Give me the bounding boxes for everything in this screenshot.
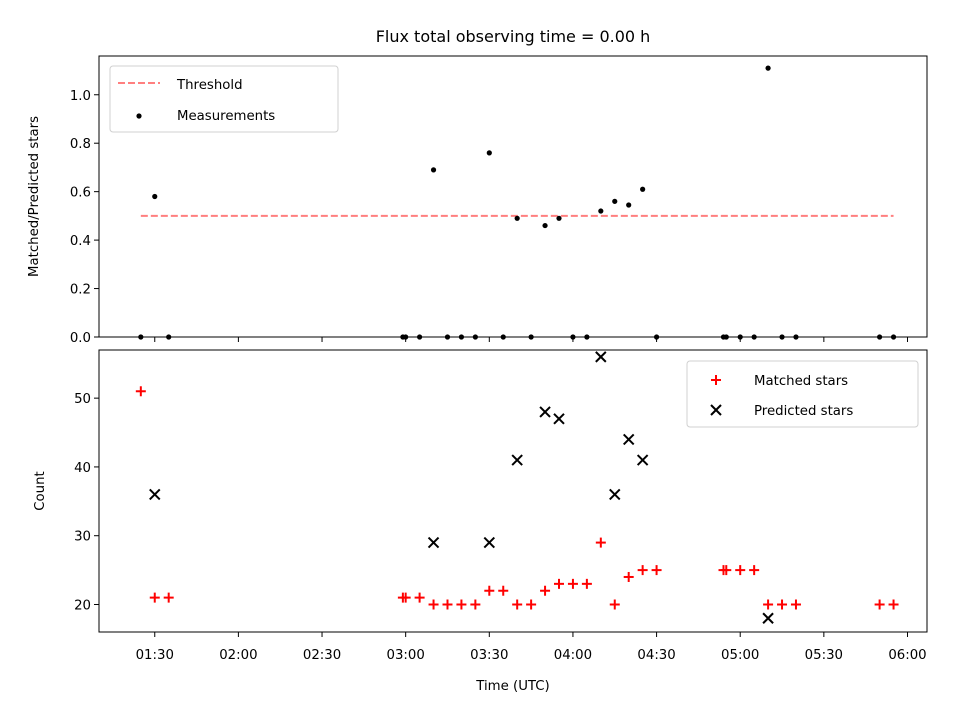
bottom-panel-counts: 20 30 40 50 01:30 02:00 02:30 03:00 03:30 04:00 04… [33,349,928,694]
matched-star-point [442,599,453,610]
matched-star-point [567,578,578,589]
predicted-star-point [553,413,565,425]
predicted-star-point [149,488,161,501]
bottom-legend-box [686,360,919,428]
predicted-star-point [427,536,440,549]
legend-matched-label: Matched stars [754,374,848,389]
matched-star-point [595,537,606,548]
top-axes-frame [98,55,928,338]
legend-matched-swatch [711,375,721,385]
x-tick-label: 01:30 [136,648,174,663]
legend-predicted-label: Predicted stars [754,404,853,419]
measurement-point [486,150,492,156]
bottom-y-tick-label: 40 [74,461,91,476]
predicted-star-point [595,351,607,363]
predicted-star-point [483,536,496,549]
x-tick-label: 06:00 [888,648,926,663]
measurement-point [542,222,548,229]
x-tick-label: 03:00 [387,648,425,663]
matched-star-point [623,571,634,582]
bottom-y-tick-label: 20 [74,598,91,613]
x-tick-label: 02:30 [303,648,341,663]
predicted-star-point [636,454,649,466]
matched-star-point [874,599,885,610]
legend-threshold-label: Threshold [176,78,243,93]
predicted-star-point [622,433,635,446]
matched-star-point [400,592,411,603]
top-panel-ratio: 0.0 0.2 0.4 0.6 0.8 1.0 Matched/Predicted sta… [27,55,928,346]
matched-star-point [637,565,648,576]
predicted-star-point [511,454,523,466]
top-y-tick-label: 0.0 [70,331,91,346]
matched-star-point [721,565,732,576]
x-tick-label: 04:00 [554,648,592,663]
measurement-point [640,186,646,192]
x-tick-label: 04:30 [637,648,675,663]
matched-star-point [135,386,146,397]
legend-measurement-swatch [136,113,142,119]
measurement-point [626,202,632,208]
matched-star-point [470,599,481,610]
matched-star-point [540,585,551,596]
legend-measurement-label: Measurements [177,109,275,124]
bottom-legend: Matched stars Predicted stars [686,360,919,428]
bottom-y-axis-label: Count [33,471,48,511]
x-tick-label: 03:30 [470,648,508,663]
matched-star-point [484,585,495,596]
bottom-axes-frame [98,349,928,633]
top-y-tick-label: 0.8 [70,137,91,152]
measurement-point [152,193,158,200]
matched-star-point [512,599,523,610]
matched-star-point [777,599,788,610]
bottom-y-tick-label: 30 [74,530,91,545]
legend-predicted-swatch [710,404,722,416]
top-legend: Threshold Measurements [109,65,339,133]
x-tick-label: 05:00 [721,648,759,663]
matched-star-point [749,565,760,576]
measurement-point [556,215,562,221]
top-y-tick-label: 0.2 [70,283,91,298]
matched-star-point [163,592,174,603]
matched-star-point [414,592,425,603]
x-tick-label: 05:30 [805,648,843,663]
matched-star-point [651,565,662,576]
measurement-point [598,208,604,214]
predicted-star-point [609,488,621,501]
predicted-star-point [539,406,551,418]
matched-star-point [888,599,899,610]
matched-star-point [428,599,439,610]
top-y-tick-label: 1.0 [70,89,91,104]
measurement-point [765,65,771,71]
top-y-tick-label: 0.4 [70,234,91,249]
matched-star-point [790,599,801,610]
bottom-y-tick-label: 50 [74,392,91,407]
matched-star-point [763,599,774,610]
matched-star-point [554,578,564,589]
measurement-point [612,198,618,204]
matched-star-point [456,599,467,610]
matched-star-point [735,565,746,576]
matched-star-point [581,578,592,589]
measurement-point [430,167,437,173]
matched-star-point [498,585,509,596]
matched-star-point [149,592,160,603]
chart-title: Flux total observing time = 0.00 h [376,27,651,46]
top-y-tick-label: 0.6 [70,186,91,201]
x-tick-label: 02:00 [219,648,257,663]
top-y-axis-label: Matched/Predicted stars [27,116,42,277]
matched-star-point [526,599,537,610]
x-axis-label: Time (UTC) [475,679,550,694]
matched-star-point [609,599,620,610]
measurement-point [514,215,520,221]
predicted-star-point [762,612,774,624]
top-legend-box [109,65,339,133]
